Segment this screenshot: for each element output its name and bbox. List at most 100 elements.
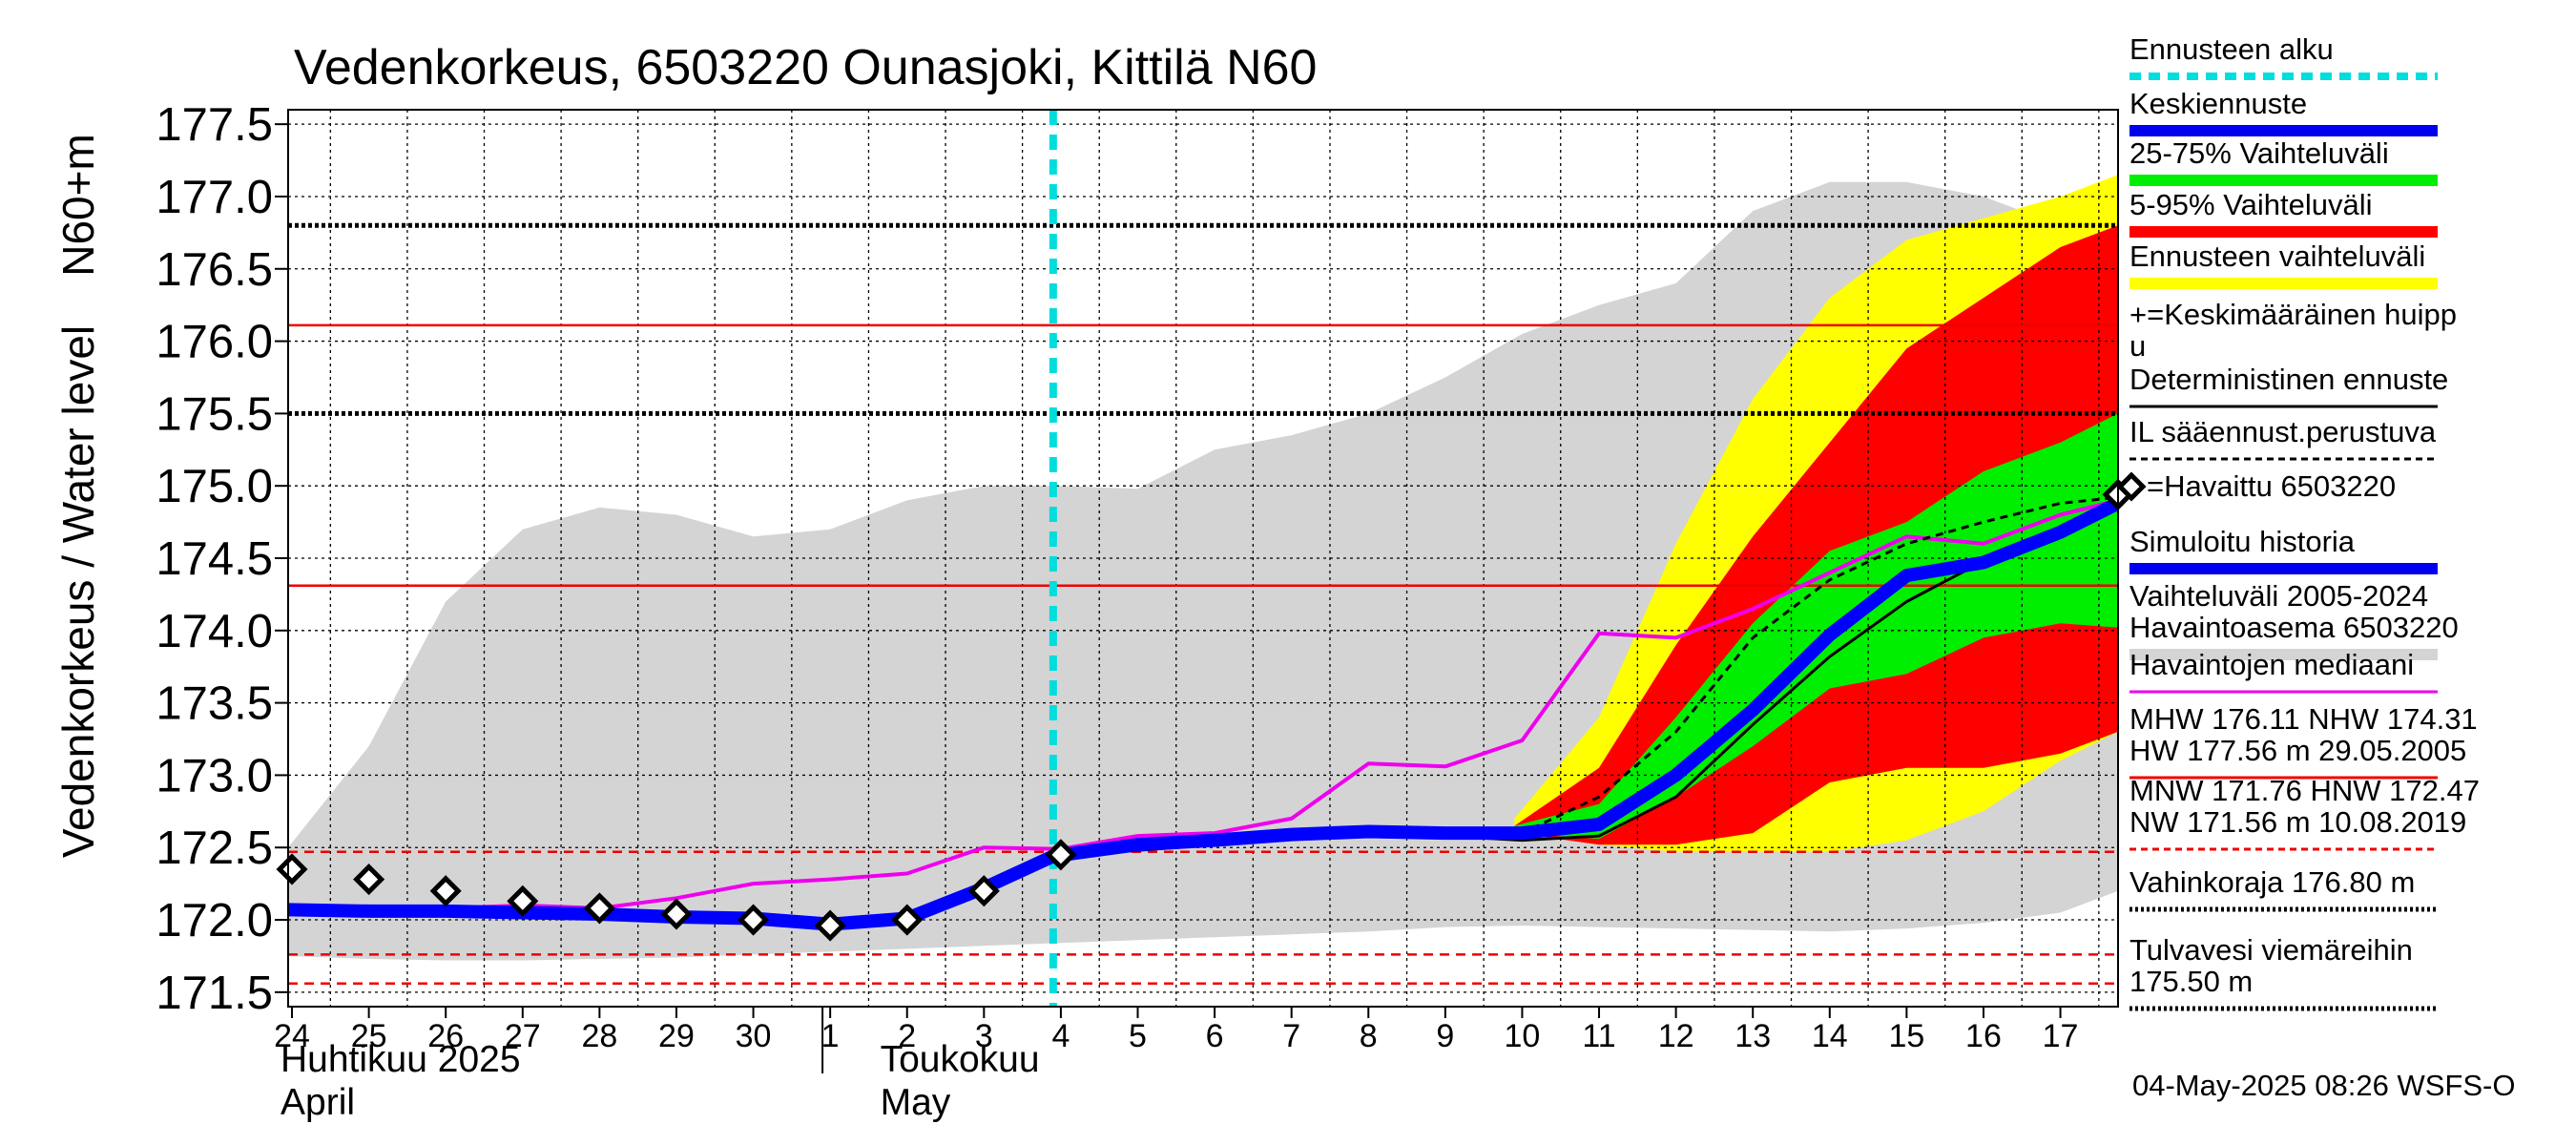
x-tick-label: 6 — [1206, 1018, 1224, 1054]
x-tick-label: 26 — [427, 1018, 464, 1054]
x-tick-label: 12 — [1658, 1018, 1694, 1054]
legend-item-simuloitu-historia: Simuloitu historia — [2129, 525, 2438, 574]
y-axis-unit-label: N60+m — [53, 134, 103, 277]
legend-item-deterministinen-ennuste: Deterministinen ennuste — [2129, 363, 2448, 408]
legend-label: =Havaittu 6503220 — [2147, 469, 2396, 503]
legend-label: MNW 171.76 HNW 172.47 — [2129, 774, 2480, 807]
x-tick-label: 30 — [736, 1018, 772, 1054]
range-bands — [288, 175, 2118, 961]
observed-point — [429, 875, 462, 907]
x-tick-label: 7 — [1282, 1018, 1300, 1054]
legend-label: Havaintoasema 6503220 — [2129, 611, 2459, 644]
y-tick-label: 177.0 — [156, 172, 273, 223]
y-tick-label: 171.5 — [156, 968, 273, 1019]
y-tick-label: 177.5 — [156, 99, 273, 151]
legend-item-25-75-vaihteluv-li: 25-75% Vaihteluväli — [2129, 136, 2438, 186]
x-tick-label: 5 — [1129, 1018, 1147, 1054]
x-tick-label: 15 — [1888, 1018, 1924, 1054]
x-tick-label: 13 — [1735, 1018, 1771, 1054]
legend-item-il-s-ennust-perustuva: IL sääennust.perustuva — [2129, 415, 2438, 461]
chart-title: Vedenkorkeus, 6503220 Ounasjoki, Kittilä… — [294, 40, 1317, 95]
observed-point — [967, 875, 1000, 907]
x-tick-label: 16 — [1965, 1018, 2002, 1054]
legend-label: Vahinkoraja 176.80 m — [2129, 865, 2415, 899]
y-tick-label: 175.0 — [156, 461, 273, 512]
month-label-fi: Toukokuu — [881, 1039, 1040, 1080]
timestamp-footer: 04-May-2025 08:26 WSFS-O — [2132, 1069, 2515, 1102]
legend-item-ennusteen-alku: Ennusteen alku — [2129, 32, 2438, 80]
month-label-en: May — [881, 1082, 951, 1123]
legend-label: 5-95% Vaihteluväli — [2129, 188, 2372, 221]
legend-item-havaittu-6503220: =Havaittu 6503220 — [2116, 469, 2396, 503]
legend-item-5-95-vaihteluv-li: 5-95% Vaihteluväli — [2129, 188, 2438, 238]
legend-label: 175.50 m — [2129, 965, 2253, 998]
x-tick-label: 25 — [351, 1018, 387, 1054]
x-axis-ticks: 24 25 26 27 28 29 30 1 2 3 4 5 6 7 8 9 10 11 12 13 14 15 16 17 — [274, 1007, 2078, 1054]
legend-item-vahinkoraja-176-80-m: Vahinkoraja 176.80 m — [2129, 865, 2438, 912]
x-tick-label: 24 — [274, 1018, 310, 1054]
x-tick-label: 9 — [1436, 1018, 1454, 1054]
x-tick-label: 11 — [1582, 1018, 1615, 1054]
legend-label: Ennusteen vaihteluväli — [2129, 239, 2425, 273]
y-tick-label: 172.5 — [156, 822, 273, 874]
x-tick-label: 8 — [1360, 1018, 1378, 1054]
legend-item-vaihteluv-li-2005-2024: Vaihteluväli 2005-2024 Havaintoasema 650… — [2129, 579, 2459, 660]
legend-diamond-icon — [2116, 471, 2147, 502]
legend-label: NW 171.56 m 10.08.2019 — [2129, 805, 2466, 839]
observed-point — [276, 853, 308, 885]
x-tick-label: 4 — [1051, 1018, 1070, 1054]
legend-label: IL sääennust.perustuva — [2129, 415, 2437, 448]
grid-lines — [288, 110, 2118, 1007]
line-keskiennuste — [1051, 497, 2118, 864]
y-axis-label: Vedenkorkeus / Water level — [53, 325, 103, 858]
y-tick-label: 173.0 — [156, 750, 273, 802]
legend-label: Keskiennuste — [2129, 87, 2307, 120]
band-25-75-vaihteluv-li — [1514, 413, 2118, 840]
legend-label: MHW 176.11 NHW 174.31 — [2129, 702, 2478, 736]
legend: Ennusteen alku Keskiennuste 25-75% Vaihtel… — [2116, 32, 2480, 1011]
legend-label: Tulvavesi viemäreihin — [2129, 933, 2413, 967]
y-tick-label: 174.0 — [156, 606, 273, 657]
legend-item-havaintojen-mediaani: Havaintojen mediaani — [2129, 648, 2438, 694]
y-axis-ticks: 171.5 172.0 172.5 173.0 173.5 174.0 174.5 175.0… — [156, 99, 288, 1019]
x-tick-label: 10 — [1505, 1018, 1541, 1054]
observed-point — [660, 898, 693, 930]
x-tick-label: 2 — [898, 1018, 916, 1054]
x-tick-label: 17 — [2043, 1018, 2079, 1054]
observed-point — [353, 864, 385, 896]
observed-point — [891, 904, 924, 936]
legend-label: u — [2129, 329, 2146, 363]
y-tick-label: 174.5 — [156, 533, 273, 585]
legend-label: Simuloitu historia — [2129, 525, 2356, 558]
legend-label: +=Keskimääräinen huipp — [2129, 298, 2457, 331]
observed-point — [814, 909, 846, 942]
y-tick-label: 173.5 — [156, 678, 273, 730]
y-tick-label: 172.0 — [156, 895, 273, 947]
x-tick-label: 28 — [581, 1018, 617, 1054]
month-label-fi: Huhtikuu 2025 — [280, 1039, 521, 1080]
month-label-en: April — [280, 1082, 355, 1123]
observed-point — [1045, 839, 1077, 871]
x-tick-label: 1 — [821, 1018, 840, 1054]
legend-label: 25-75% Vaihteluväli — [2129, 136, 2389, 170]
band-5-95-vaihteluv-li — [1514, 225, 2118, 845]
x-tick-label: 14 — [1812, 1018, 1848, 1054]
x-tick-label: 29 — [658, 1018, 695, 1054]
legend-item-keskiennuste: Keskiennuste — [2129, 87, 2438, 136]
legend-item-tulvavesi-viem-reihin: Tulvavesi viemäreihin 175.50 m — [2129, 933, 2438, 1011]
x-tick-label: 3 — [975, 1018, 993, 1054]
legend-item-ennusteen-vaihteluv-li: Ennusteen vaihteluväli — [2129, 239, 2438, 289]
legend-label: Havaintojen mediaani — [2129, 648, 2414, 681]
reference-lines — [288, 222, 2118, 985]
legend-label: Deterministinen ennuste — [2129, 363, 2448, 396]
legend-label: Ennusteen alku — [2129, 32, 2334, 66]
observed-point — [507, 885, 539, 917]
x-tick-label: 27 — [505, 1018, 541, 1054]
legend-label: HW 177.56 m 29.05.2005 — [2129, 734, 2466, 767]
observed-point — [737, 904, 770, 936]
